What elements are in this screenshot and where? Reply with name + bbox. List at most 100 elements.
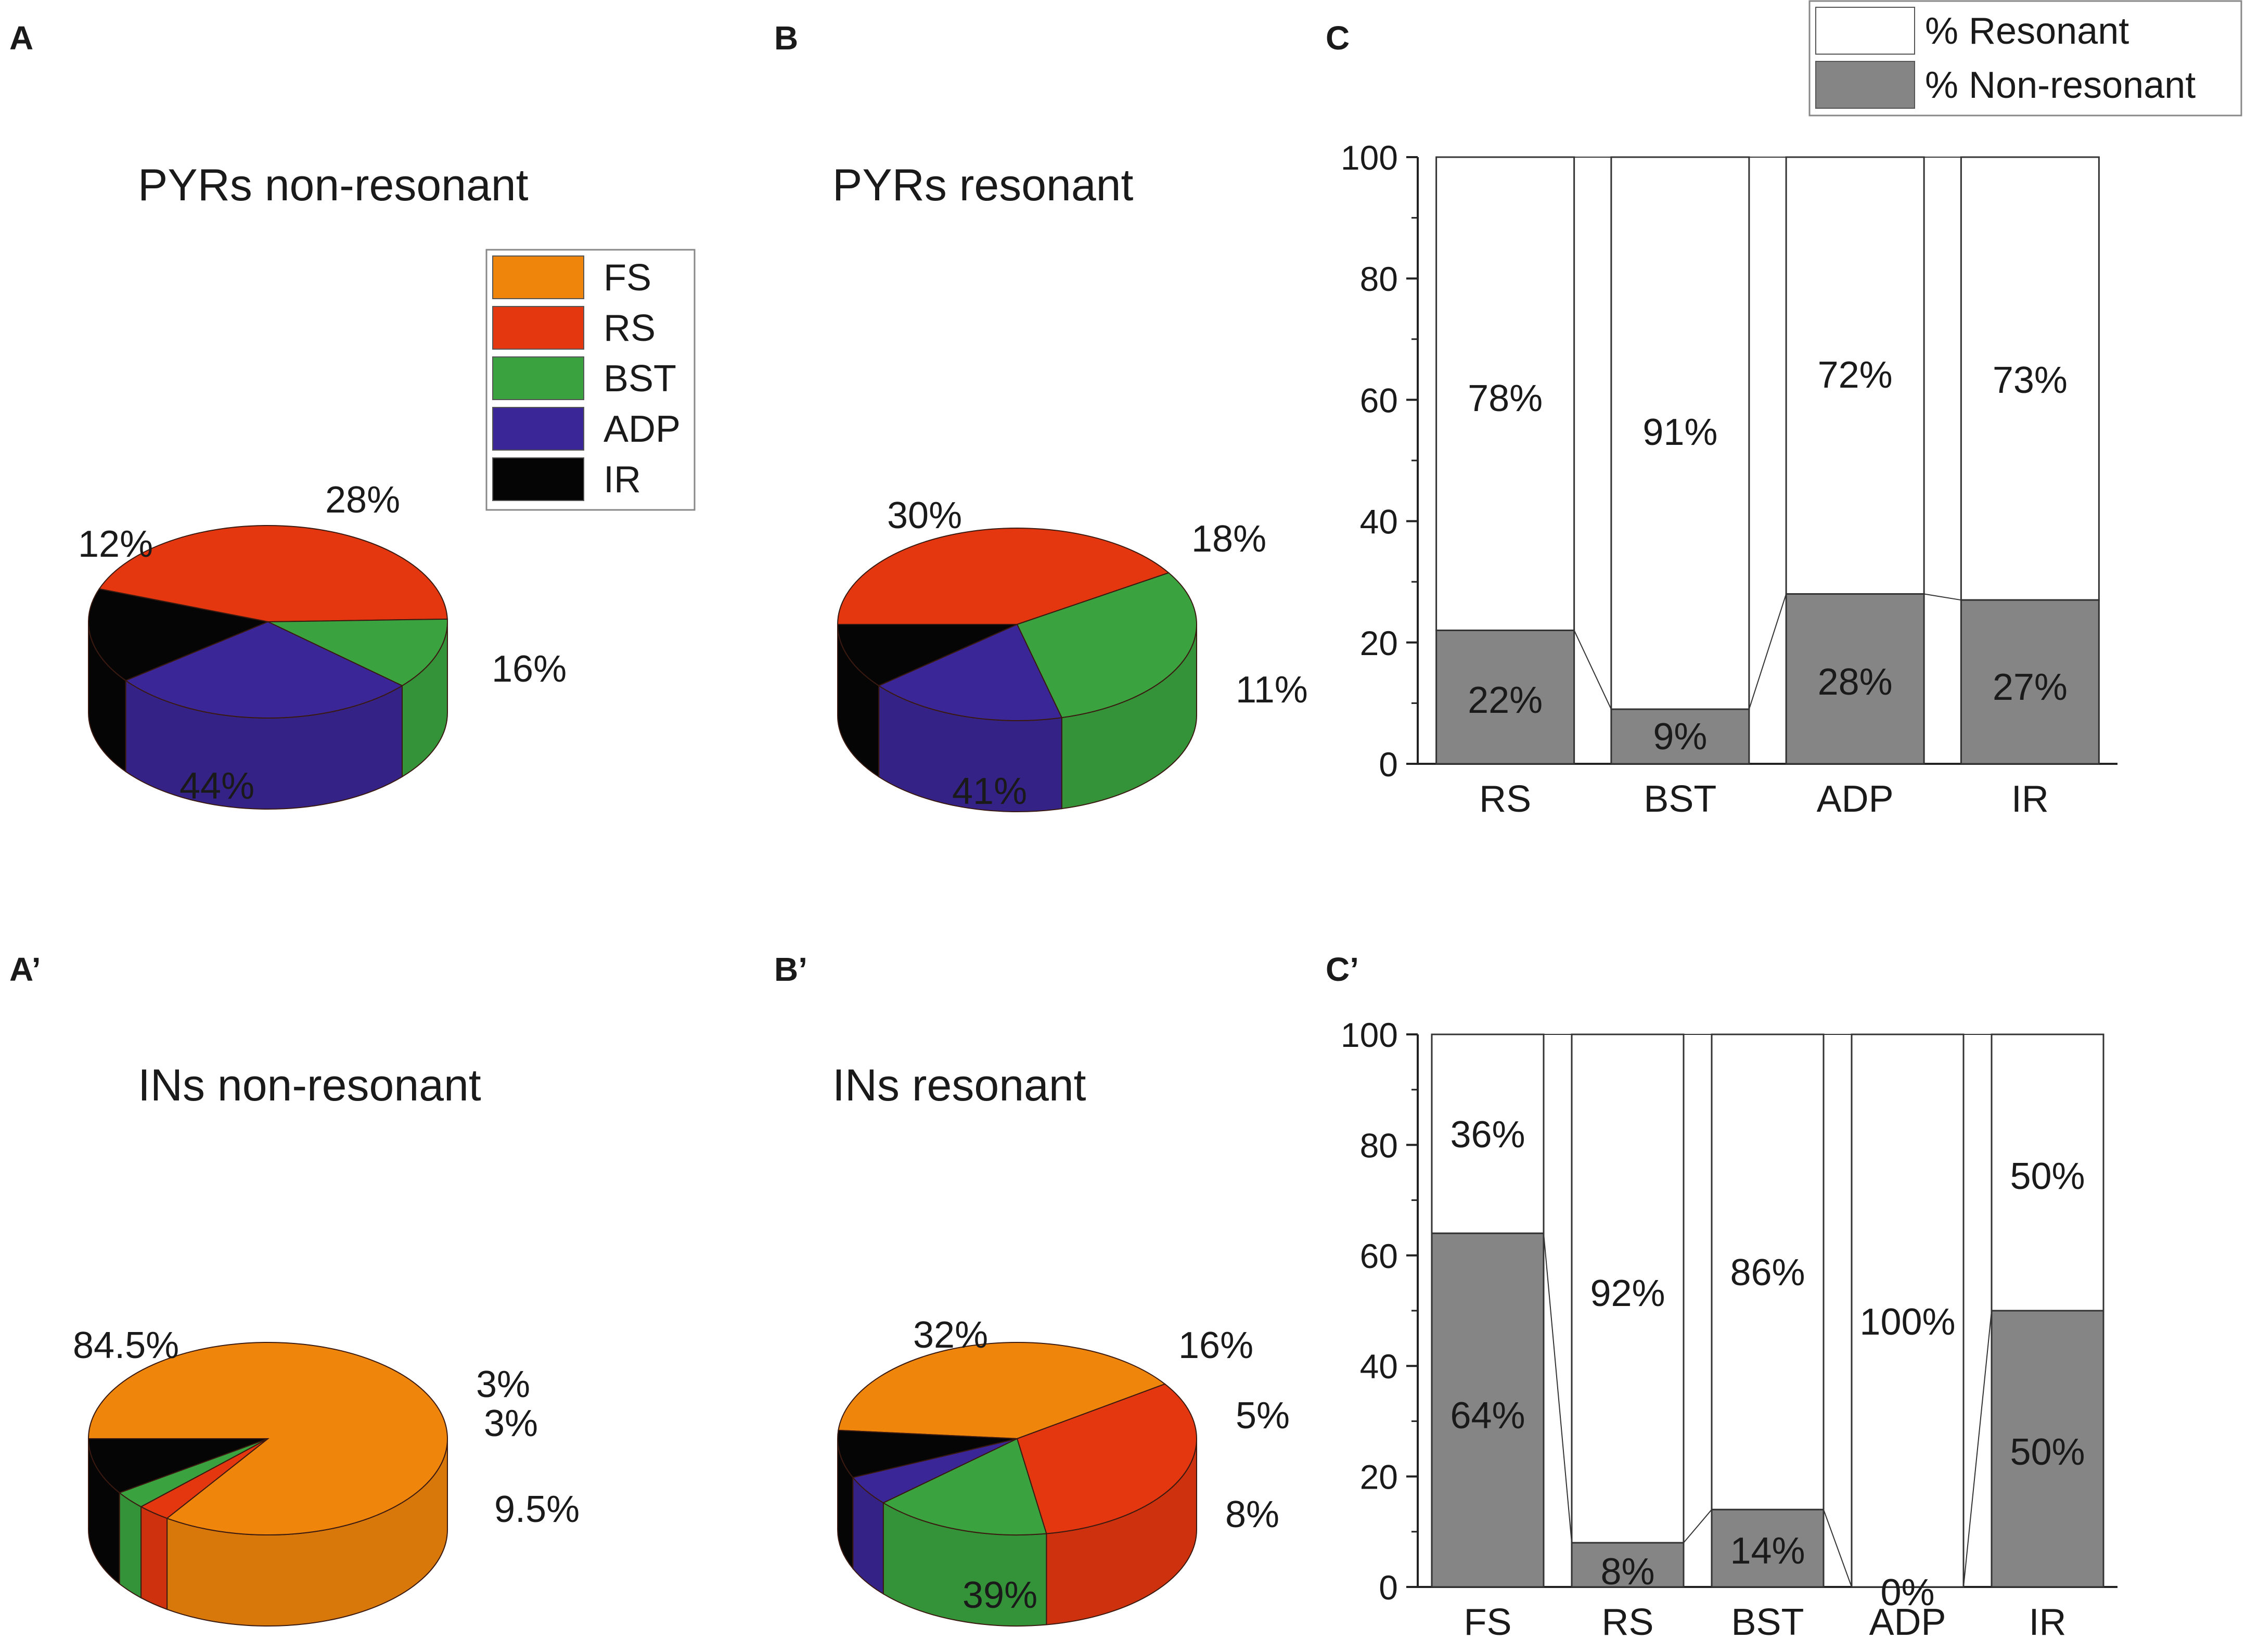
bar-non-resonant-rs [1571, 1542, 1685, 1588]
bar-non-resonant-bst [1610, 708, 1750, 765]
x-category-label: RS [1601, 1602, 1653, 1643]
y-tick-label: 40 [1360, 503, 1398, 541]
bar-resonant-rs [1571, 1033, 1685, 1544]
pie-slice-adp [124, 621, 404, 719]
legend-swatch-ir [492, 457, 584, 501]
bar-label-resonant: 100% [1859, 1301, 1955, 1343]
pie-label-adp: 5% [1236, 1395, 1290, 1437]
panel-label: C [1326, 19, 1350, 57]
series-connector [1573, 630, 1612, 710]
pie-label-ir: 16% [492, 648, 567, 690]
pie-slice-bst [1016, 572, 1197, 719]
pie-label-bst: 30% [887, 495, 962, 536]
pie-label-ir: 9.5% [494, 1489, 580, 1530]
pie-label-rs: 41% [952, 771, 1027, 812]
bar-non-resonant-fs [1431, 1232, 1545, 1588]
bar-label-non-resonant: 22% [1468, 680, 1543, 721]
pie-slice-ir [87, 1438, 268, 1494]
bar-resonant-ir [1991, 1033, 2104, 1312]
pie-slice-fs [838, 1342, 1166, 1440]
legend-swatch-bst [492, 356, 584, 400]
pie-label-rs: 44% [179, 765, 254, 807]
pie-slice-ir [837, 624, 1018, 687]
bar-non-resonant-adp [1785, 593, 1925, 765]
bar-label-non-resonant: 27% [1993, 667, 2068, 708]
bar-label-non-resonant: 9% [1653, 716, 1707, 758]
y-tick-label: 20 [1360, 624, 1398, 662]
pie-slice-ir [837, 1429, 1018, 1478]
y-tick-label: 100 [1341, 138, 1398, 177]
series-connector [1543, 1233, 1572, 1543]
x-category-label: RS [1479, 778, 1531, 820]
bar-resonant-bst [1610, 156, 1750, 710]
bar-label-non-resonant: 14% [1730, 1530, 1805, 1572]
pie-label-ir: 8% [1225, 1494, 1279, 1535]
bar-non-resonant-bst [1711, 1508, 1825, 1588]
bar-label-non-resonant: 28% [1818, 661, 1893, 703]
pie-slice-rs [1016, 1383, 1197, 1534]
legend-label-bst: BST [604, 358, 676, 400]
x-category-label: BST [1644, 778, 1716, 820]
pie-slice-rs [98, 525, 448, 623]
pie-slice-bst [267, 618, 448, 686]
bar-resonant-ir [1960, 156, 2100, 601]
pie-slice-adp [878, 623, 1063, 721]
legend-label-ir: IR [604, 459, 641, 501]
pie-label-adp: 28% [325, 479, 400, 521]
pie-label-ir: 11% [1236, 669, 1308, 711]
bar-label-resonant: 73% [1993, 360, 2068, 401]
pie-chart-A: A PYRs non-resonant 44% 12% 28% 16% [9, 19, 567, 810]
pie-label-bst: 16% [1178, 1325, 1253, 1366]
bar-non-resonant-rs [1435, 629, 1575, 765]
panel-label: A [9, 19, 33, 57]
legend-label-resonant: % Resonant [1925, 10, 2129, 52]
legend-label-fs: FS [604, 257, 651, 299]
pie-slice-ir [88, 588, 270, 682]
bar-chart-C: C 0 20 40 60 80 100 78% 22% RS 91% 9% BST 72% 28% ADP 73… [1326, 19, 2117, 820]
pie-slice-bst [882, 1438, 1047, 1535]
legend-swatch-rs [492, 306, 584, 350]
bar-label-non-resonant: 50% [2010, 1431, 2085, 1473]
panel-label: A’ [9, 951, 41, 988]
pie-chart-B: B PYRs resonant 41% 30% 18% 11% [774, 19, 1308, 812]
series-connector [1823, 1509, 1852, 1587]
bar-label-resonant: 86% [1730, 1252, 1805, 1294]
bar-label-resonant: 50% [2010, 1156, 2085, 1197]
pie-title: PYRs resonant [832, 160, 1134, 210]
pie-side-rs [140, 1506, 168, 1610]
pie-chart-B’: B’ INs resonant 39% 32% 16% 5% 8% [774, 951, 1290, 1627]
pie-label-fs: 84.5% [73, 1325, 179, 1366]
legend-label-adp: ADP [604, 408, 681, 450]
pie-legend: FS RS BST ADP IR [485, 249, 696, 511]
legend-swatch-resonant [1815, 7, 1915, 55]
legend-swatch-non-resonant [1815, 61, 1915, 109]
bar-resonant-adp [1851, 1033, 1965, 1588]
x-category-label: FS [1464, 1602, 1511, 1643]
bar-label-non-resonant: 0% [1880, 1572, 1934, 1613]
legend-swatch-fs [492, 255, 584, 299]
bar-non-resonant-ir [1991, 1310, 2104, 1588]
legend-swatch-adp [492, 407, 584, 451]
pie-label-rs: 32% [913, 1314, 988, 1356]
series-connector [1963, 1310, 1992, 1587]
y-tick-label: 80 [1360, 1126, 1398, 1164]
pie-label-adp: 18% [1191, 518, 1266, 560]
legend-label-rs: RS [604, 308, 656, 349]
x-category-label: ADP [1817, 778, 1894, 820]
series-connector [1683, 1509, 1712, 1543]
pie-label-fs: 39% [962, 1574, 1037, 1616]
pie-title: INs resonant [832, 1060, 1086, 1110]
bar-label-resonant: 78% [1468, 378, 1543, 419]
y-tick-label: 60 [1360, 381, 1398, 419]
pie-label-bst: 3% [484, 1403, 538, 1444]
bar-label-resonant: 92% [1590, 1273, 1665, 1314]
pie-side-bst [119, 1491, 142, 1599]
panel-label: C’ [1326, 951, 1359, 988]
pie-title: INs non-resonant [138, 1060, 481, 1110]
pie-label-rs: 3% [476, 1364, 530, 1405]
panel-label: B’ [774, 951, 807, 988]
y-tick-label: 80 [1360, 260, 1398, 298]
bar-label-resonant: 91% [1642, 412, 1717, 453]
bar-resonant-rs [1435, 156, 1575, 631]
